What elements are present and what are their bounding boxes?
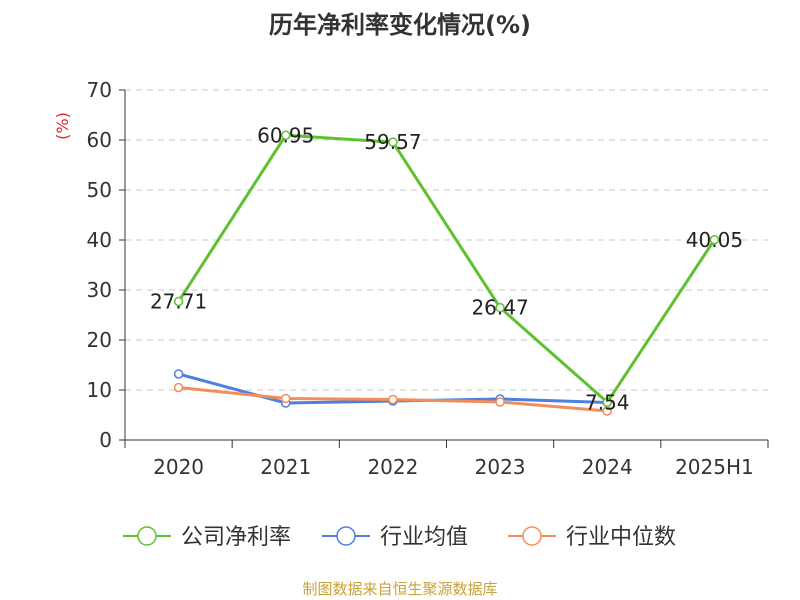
data-point: [281, 393, 291, 404]
series-layer: [173, 130, 720, 416]
legend-swatch-marker: [522, 526, 542, 546]
x-tick-label: 2020: [153, 455, 204, 479]
data-label: 26.47: [471, 296, 528, 320]
legend-swatch-marker: [336, 526, 356, 546]
data-point: [173, 296, 184, 307]
legend-item: 行业均值: [322, 525, 468, 550]
data-label: 27.71: [150, 289, 207, 313]
legend-label: 行业中位数: [566, 525, 676, 550]
data-label: 7.54: [585, 390, 630, 414]
chart-title: 历年净利率变化情况(%): [269, 11, 531, 39]
x-tick-label: 2023: [475, 455, 526, 479]
legend-label: 公司净利率: [181, 525, 291, 550]
x-tick-label: 2022: [367, 455, 418, 479]
y-tick-label: 30: [87, 278, 112, 302]
data-point: [388, 394, 398, 405]
data-label: 40.05: [686, 228, 743, 252]
legend-item: 行业中位数: [508, 525, 676, 550]
data-point: [388, 137, 398, 147]
data-point: [281, 130, 291, 140]
data-point: [495, 302, 505, 313]
legend-item: 公司净利率: [123, 525, 291, 550]
legend-label: 行业均值: [380, 525, 468, 550]
data-point: [709, 235, 720, 245]
y-tick-label: 50: [87, 178, 112, 202]
data-point: [602, 397, 612, 408]
data-point: [173, 382, 184, 393]
y-axis-unit-label: (%): [53, 112, 72, 140]
data-label: 59.57: [364, 130, 421, 154]
data-point: [495, 397, 505, 407]
data-label: 60.95: [257, 123, 314, 147]
y-tick-label: 40: [87, 228, 112, 252]
y-tick-label: 60: [87, 128, 112, 152]
x-tick-label: 2021: [260, 455, 311, 479]
legend-swatch-marker: [137, 526, 157, 546]
y-tick-label: 10: [87, 378, 112, 402]
series-0: [173, 130, 720, 408]
grid-lines: [125, 89, 768, 391]
axes: 0 10 20 30 40 50 60 70 2020 2021 2022 2023 2024 2025H…: [87, 78, 769, 479]
x-tick-label: 2024: [582, 455, 633, 479]
x-tick-label: 2025H1: [675, 455, 754, 479]
y-tick-label: 20: [87, 328, 112, 352]
y-tick-label: 70: [87, 78, 112, 102]
source-note: 制图数据来自恒生聚源数据库: [302, 580, 497, 598]
y-tick-label: 0: [99, 428, 112, 452]
legend: 公司净利率 行业均值 行业中位数: [123, 525, 676, 550]
series-2: [173, 382, 612, 416]
data-labels: 27.71 60.95 59.57 26.47 7.54 40.05: [150, 123, 743, 414]
series-line: [177, 133, 716, 404]
data-point: [173, 369, 184, 379]
